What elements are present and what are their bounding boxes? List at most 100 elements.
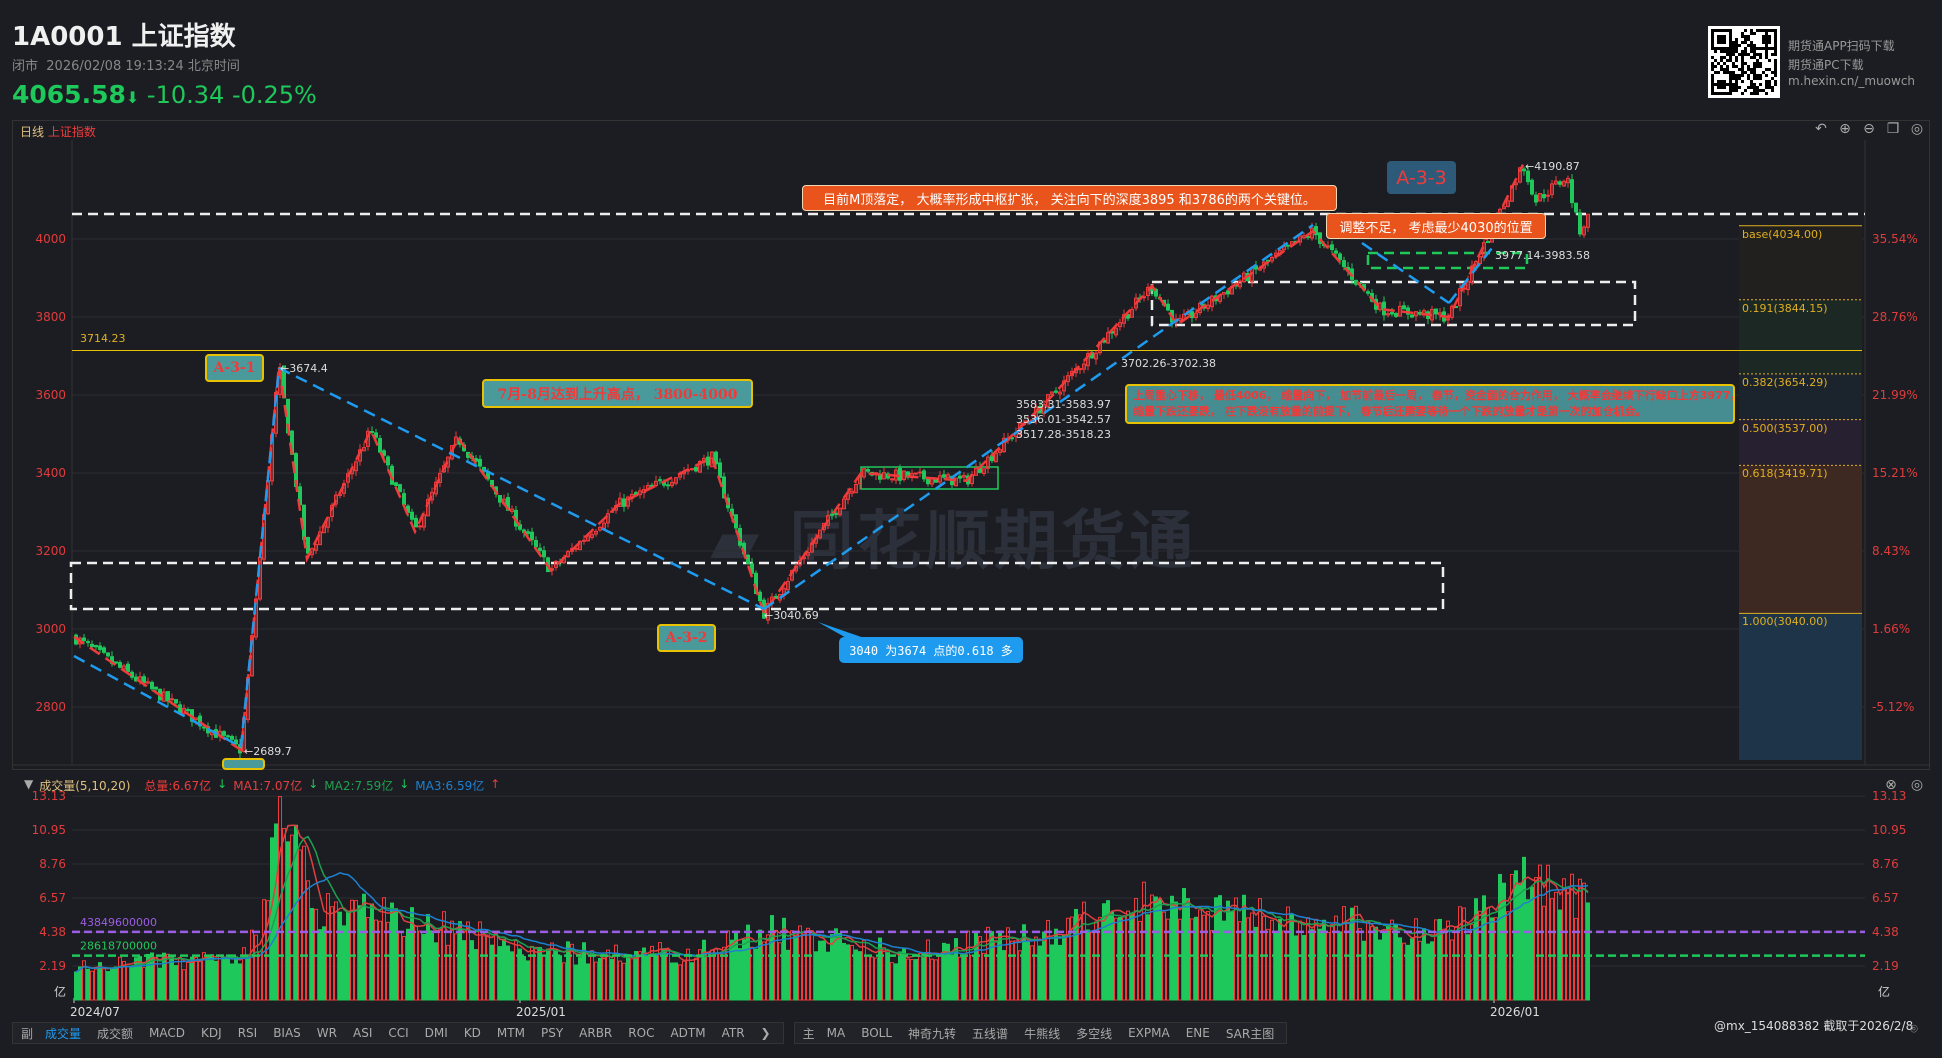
volume-total: 总量:6.67亿 — [144, 779, 212, 793]
indicator-tab[interactable]: KDJ — [201, 1026, 222, 1040]
main-indicator-tab[interactable]: SAR主图 — [1225, 1026, 1275, 1041]
annotation-weekly[interactable]: 上周重心下移， 最低4006， 缩量向下， 加节前最后一周， 春节，资金面的合力… — [1125, 384, 1735, 424]
volume-ma3: MA3:6.59亿 — [415, 779, 485, 793]
main-indicator-tab[interactable]: 神奇九转 — [908, 1026, 957, 1041]
indicator-tab[interactable]: KD — [463, 1026, 481, 1040]
candle-body — [718, 462, 722, 478]
indicator-tab[interactable]: BIAS — [273, 1026, 301, 1040]
candle-body — [1298, 235, 1302, 243]
volume-bar — [1350, 907, 1354, 1001]
volume-bar — [370, 903, 374, 1001]
indicator-tab[interactable]: DMI — [424, 1026, 448, 1040]
indicator-tab[interactable]: ROC — [628, 1026, 655, 1040]
candle-body — [114, 661, 118, 664]
volume-bar — [1034, 936, 1038, 1001]
volume-bar — [242, 947, 246, 1001]
main-indicator-tab[interactable]: ENE — [1185, 1026, 1210, 1040]
indicator-tab[interactable]: MTM — [496, 1026, 525, 1040]
qr-module — [1723, 71, 1726, 74]
annotation-m-top[interactable]: 目前M顶落定， 大概率形成中枢扩张， 关注向下的深度3895 和3786的两个关… — [802, 185, 1337, 211]
qr-module — [1717, 83, 1720, 86]
more-arrow-icon[interactable]: ❯ — [760, 1026, 771, 1040]
qr-module — [1765, 32, 1768, 35]
qr-module — [1756, 86, 1759, 89]
qr-module — [1747, 65, 1750, 68]
candle-body — [1082, 363, 1086, 370]
qr-module — [1759, 77, 1762, 80]
indicator-tab[interactable]: CCI — [388, 1026, 409, 1040]
qr-module — [1735, 50, 1738, 53]
candle-body — [938, 475, 942, 483]
qr-module — [1729, 35, 1732, 38]
candle-body — [866, 469, 870, 472]
main-indicator-tab[interactable]: MA — [826, 1026, 846, 1040]
main-indicator-tab[interactable]: BOLL — [861, 1026, 893, 1040]
qr-module — [1732, 74, 1735, 77]
settings-icon[interactable]: ◎ — [1910, 121, 1924, 137]
volume-bar — [986, 926, 990, 1001]
volume-bar — [1378, 939, 1382, 1001]
undo-icon[interactable]: ↶ — [1815, 121, 1827, 137]
volume-bar — [934, 959, 938, 1001]
qr-module — [1768, 47, 1771, 50]
candle-body — [454, 436, 458, 445]
zoom-in-icon[interactable]: ⊕ — [1839, 121, 1851, 137]
candle-body — [626, 496, 630, 507]
volume-bar — [122, 961, 126, 1001]
vol-unit-right: 亿 — [1878, 984, 1890, 999]
qr-module — [1714, 65, 1717, 68]
layout-icon[interactable]: ❐ — [1886, 121, 1900, 137]
candle-body — [758, 591, 762, 602]
indicator-tab[interactable]: WR — [316, 1026, 337, 1040]
indicator-tab[interactable]: ATR — [721, 1026, 745, 1040]
volume-bar — [210, 954, 214, 1001]
qr-module — [1744, 71, 1747, 74]
wave-label-a31[interactable]: A-3-1 — [205, 354, 264, 382]
qr-module — [1750, 80, 1753, 83]
indicator-tab[interactable]: MACD — [149, 1026, 186, 1040]
close-panel-icon[interactable]: ⊗ — [1885, 777, 1897, 793]
volume-bar — [1086, 929, 1090, 1001]
qr-module — [1711, 83, 1714, 86]
volume-bar — [494, 933, 498, 1001]
candle-body — [750, 563, 754, 574]
indicator-tab[interactable]: ARBR — [579, 1026, 613, 1040]
candle-body — [1146, 286, 1150, 296]
volume-bar — [190, 956, 194, 1001]
indicator-tab[interactable]: ASI — [353, 1026, 373, 1040]
volume-bar — [1018, 950, 1022, 1001]
main-indicator-tab[interactable]: 牛熊线 — [1024, 1026, 1061, 1041]
qr-module — [1735, 83, 1738, 86]
volume-settings-icon[interactable]: ◎ — [1910, 777, 1924, 793]
candle-body — [1574, 202, 1578, 213]
volume-bar — [714, 948, 718, 1001]
qr-module — [1762, 29, 1765, 32]
volume-bar — [1486, 907, 1490, 1001]
main-indicator-tab[interactable]: 多空线 — [1076, 1026, 1113, 1041]
volume-bar — [382, 897, 386, 1001]
zoom-out-icon[interactable]: ⊖ — [1863, 121, 1875, 137]
location-icon[interactable]: ⌾ — [1910, 1022, 1918, 1037]
indicator-tab[interactable]: RSI — [237, 1026, 258, 1040]
candle-body — [102, 647, 106, 653]
indicator-tab[interactable]: 成交量 — [45, 1026, 82, 1041]
indicator-tab[interactable]: ADTM — [670, 1026, 706, 1040]
candle-body — [734, 514, 738, 529]
annotation-target[interactable]: 7月-8月达到上升高点， 3800-4000 — [482, 379, 753, 408]
annotation-adjust[interactable]: 调整不足， 考虑最少4030的位置 — [1326, 213, 1546, 239]
wave-label-a33[interactable]: A-3-3 — [1387, 161, 1456, 194]
vol-tick-right: 4.38 — [1872, 925, 1899, 939]
main-indicator-tab[interactable]: EXPMA — [1128, 1026, 1170, 1040]
volume-bar — [1502, 882, 1506, 1001]
qr-module — [1753, 68, 1756, 71]
annotation-fib-note[interactable]: 3040 为3674 点的0.618 多 — [839, 637, 1023, 663]
indicator-tab[interactable]: 成交额 — [97, 1026, 134, 1041]
period-label[interactable]: 日线 — [20, 125, 45, 139]
indicator-tab[interactable]: PSY — [540, 1026, 564, 1040]
wave-label-a32[interactable]: A-3-2 — [657, 624, 716, 652]
main-indicator-tab[interactable]: 五线谱 — [972, 1026, 1009, 1041]
collapse-icon[interactable]: ▼ — [24, 777, 34, 791]
promo-url[interactable]: m.hexin.cn/_muowch — [1788, 74, 1916, 88]
qr-module — [1750, 56, 1753, 59]
